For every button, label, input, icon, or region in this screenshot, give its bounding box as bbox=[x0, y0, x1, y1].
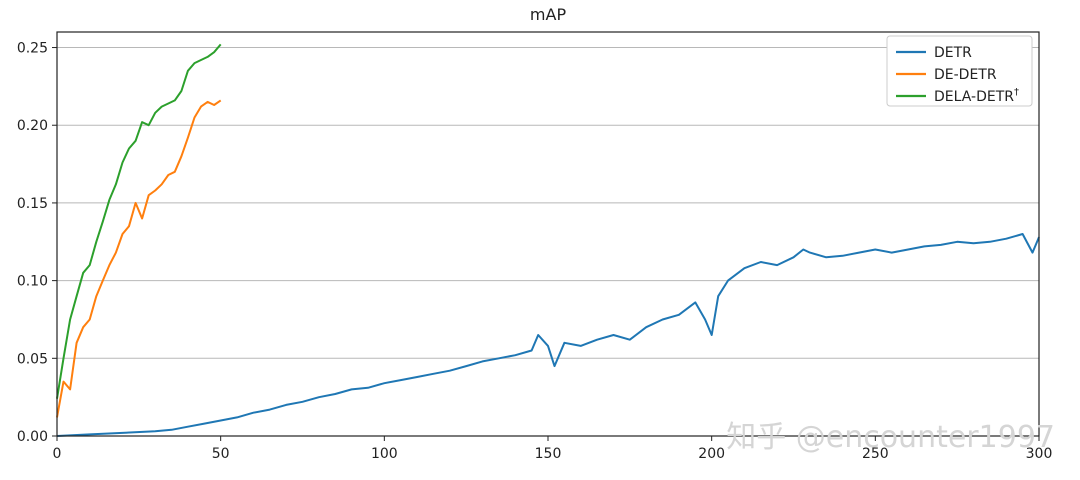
y-tick-label: 0.00 bbox=[17, 429, 48, 445]
y-tick-label: 0.15 bbox=[17, 196, 48, 212]
legend-label: DETR bbox=[934, 45, 972, 61]
series-line-dela-detr bbox=[56, 43, 222, 399]
x-tick-label: 100 bbox=[371, 446, 398, 462]
chart-title: mAP bbox=[530, 5, 567, 24]
y-tick-label: 0.05 bbox=[17, 351, 48, 367]
y-tick-label: 0.10 bbox=[17, 274, 48, 290]
x-tick-label: 200 bbox=[698, 446, 725, 462]
y-tick-label: 0.20 bbox=[17, 118, 48, 134]
y-tick-label: 0.25 bbox=[17, 41, 48, 57]
series-line-de-detr bbox=[56, 99, 222, 418]
x-tick-label: 250 bbox=[862, 446, 889, 462]
series-lines bbox=[56, 43, 1040, 437]
legend-box bbox=[886, 35, 1033, 107]
legend-label: DE-DETR bbox=[934, 67, 997, 83]
x-axis: 0 50 100 150 200 250 300 bbox=[53, 436, 1053, 462]
x-tick-label: 150 bbox=[535, 446, 562, 462]
legend-label: DELA-DETR† bbox=[934, 87, 1019, 105]
x-tick-label: 0 bbox=[53, 446, 62, 462]
x-tick-label: 50 bbox=[212, 446, 230, 462]
y-axis: 0.00 0.05 0.10 0.15 0.20 0.25 bbox=[17, 41, 57, 445]
grid-lines bbox=[57, 47, 1039, 359]
watermark: 知乎 @encounter1997 bbox=[726, 420, 1055, 455]
x-tick-label: 300 bbox=[1026, 446, 1053, 462]
series-line-detr bbox=[56, 233, 1040, 437]
legend: DETR DE-DETR DELA-DETR† bbox=[886, 35, 1033, 107]
